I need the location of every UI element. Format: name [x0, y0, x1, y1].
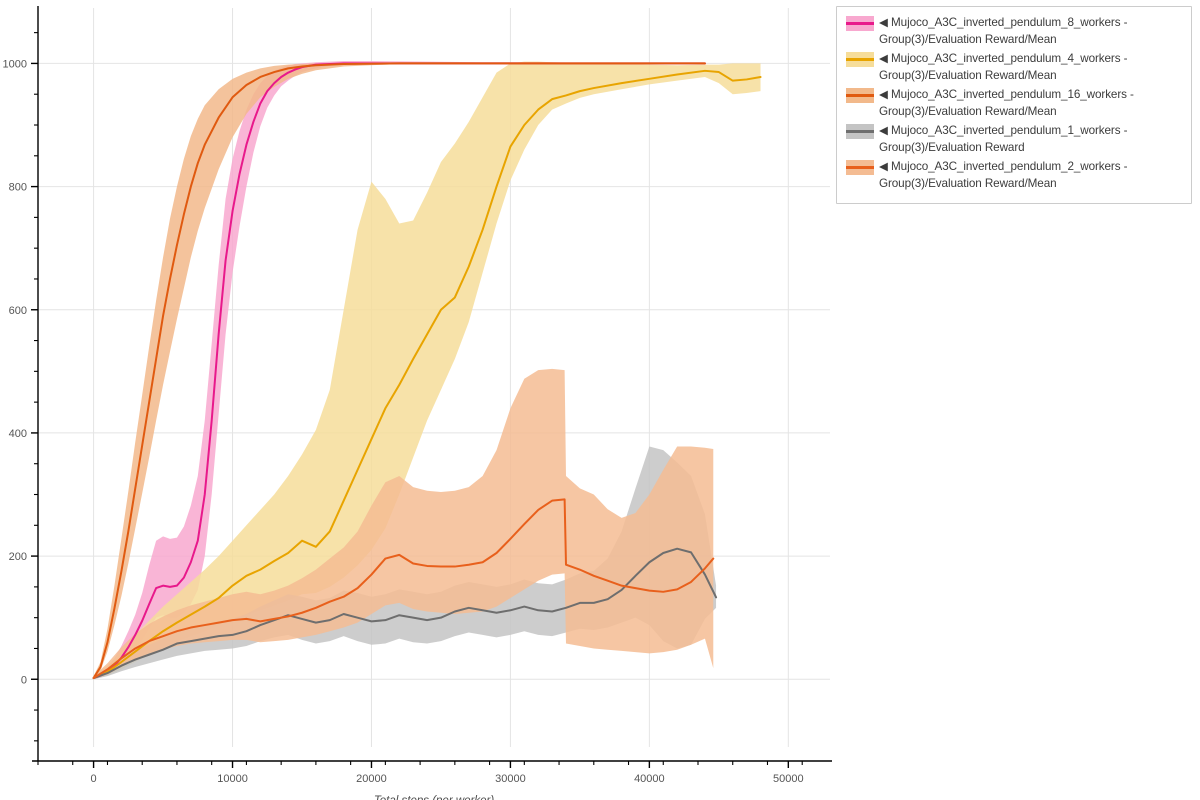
- legend-item[interactable]: ◀ Mujoco_A3C_inverted_pendulum_1_workers…: [846, 122, 1182, 156]
- x-tick-label: 50000: [773, 773, 804, 785]
- x-tick-label: 10000: [217, 773, 248, 785]
- series-line-16_workers[interactable]: [92, 62, 706, 680]
- y-tick-label: 0: [21, 674, 27, 686]
- x-tick-label: 0: [91, 773, 97, 785]
- series-line-4_workers[interactable]: [92, 69, 762, 680]
- series-line-1_workers[interactable]: [92, 547, 718, 680]
- y-tick-label: 200: [9, 551, 27, 563]
- legend-item[interactable]: ◀ Mujoco_A3C_inverted_pendulum_8_workers…: [846, 14, 1182, 48]
- series-band-4_workers: [93, 61, 761, 680]
- legend-item-label: ◀ Mujoco_A3C_inverted_pendulum_2_workers…: [879, 160, 1128, 190]
- series-lines: [92, 62, 762, 680]
- series-bands: [93, 60, 761, 680]
- legend-color-swatch: [846, 52, 874, 67]
- x-axis-ticks: 0 10000 20000 30000 40000 50000: [37, 761, 804, 785]
- legend-line-swatch: [846, 130, 874, 133]
- legend-item-label: ◀ Mujoco_A3C_inverted_pendulum_4_workers…: [879, 52, 1128, 82]
- series-band-2_workers: [93, 368, 714, 680]
- legend-color-swatch: [846, 16, 874, 31]
- legend-item-label: ◀ Mujoco_A3C_inverted_pendulum_8_workers…: [879, 16, 1128, 46]
- legend-line-swatch: [846, 166, 874, 169]
- chart-legend[interactable]: ◀ Mujoco_A3C_inverted_pendulum_8_workers…: [836, 6, 1192, 204]
- y-tick-label: 600: [9, 305, 27, 317]
- legend-line-swatch: [846, 94, 874, 97]
- legend-item[interactable]: ◀ Mujoco_A3C_inverted_pendulum_16_worker…: [846, 86, 1182, 120]
- legend-item[interactable]: ◀ Mujoco_A3C_inverted_pendulum_2_workers…: [846, 158, 1182, 192]
- legend-line-swatch: [846, 58, 874, 61]
- legend-item[interactable]: ◀ Mujoco_A3C_inverted_pendulum_4_workers…: [846, 50, 1182, 84]
- legend-line-swatch: [846, 22, 874, 25]
- x-tick-label: 20000: [356, 773, 387, 785]
- axes: [32, 6, 832, 762]
- legend-color-swatch: [846, 124, 874, 139]
- legend-color-swatch: [846, 88, 874, 103]
- x-tick-label: 40000: [634, 773, 665, 785]
- legend-color-swatch: [846, 160, 874, 175]
- x-axis-title: Total steps (per worker): [374, 795, 495, 800]
- legend-item-label: ◀ Mujoco_A3C_inverted_pendulum_1_workers…: [879, 124, 1128, 154]
- legend-item-label: ◀ Mujoco_A3C_inverted_pendulum_16_worker…: [879, 88, 1134, 118]
- y-tick-label: 800: [9, 182, 27, 194]
- y-tick-label: 400: [9, 428, 27, 440]
- series-line-2_workers[interactable]: [92, 498, 715, 680]
- y-axis-ticks: 0 200 400 600 800 1000: [3, 32, 38, 742]
- x-tick-label: 30000: [495, 773, 526, 785]
- y-tick-label: 1000: [3, 58, 27, 70]
